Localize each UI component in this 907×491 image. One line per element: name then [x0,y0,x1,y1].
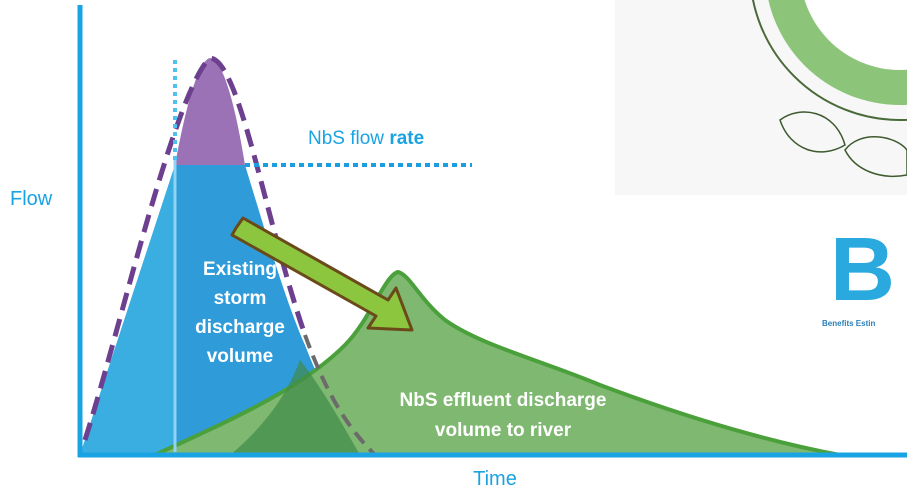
effluent-line: volume to river [435,420,572,441]
storm-line: discharge [195,317,285,338]
x-axis-label: Time [473,468,517,490]
storm-line: Existing [203,259,277,280]
logo-caption: Benefits Estin [822,319,875,328]
logo-letter: B [830,220,895,320]
diagram: B Benefits Estin Flow Time NbS flow rate… [0,0,907,491]
storm-line: storm [214,288,267,309]
storm-line: volume [207,346,274,367]
peak-area [175,58,245,165]
flow-rate-label: NbS flow rate [308,128,424,149]
flow-rate-prefix: NbS flow [308,128,384,149]
y-axis-label: Flow [10,188,53,210]
logo-image: B Benefits Estin [615,0,907,328]
flow-rate-emphasis: rate [389,128,424,149]
effluent-line: NbS effluent discharge [400,390,607,411]
